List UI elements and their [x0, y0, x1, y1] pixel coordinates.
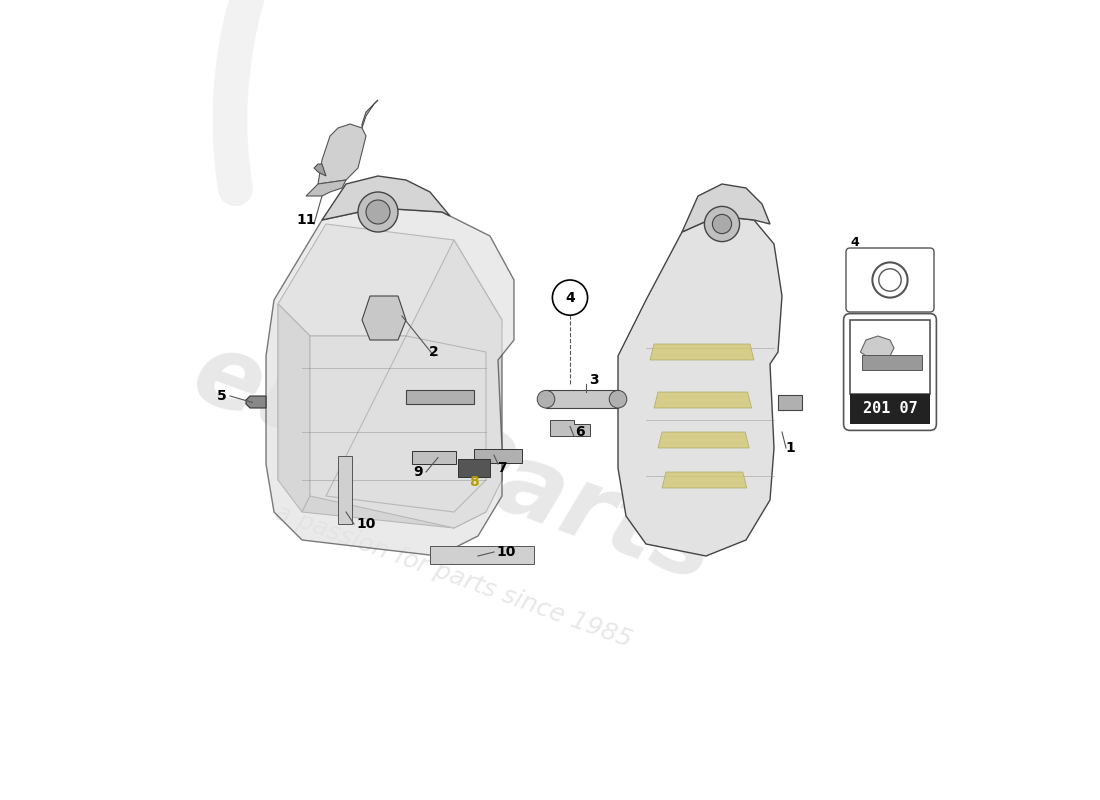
Text: 8: 8 [469, 474, 478, 489]
Polygon shape [362, 100, 378, 128]
Polygon shape [246, 396, 266, 408]
Polygon shape [618, 216, 782, 556]
Circle shape [366, 200, 390, 224]
Text: euroParts: euroParts [179, 325, 728, 603]
Circle shape [609, 390, 627, 408]
Bar [850, 394, 930, 424]
Text: 1: 1 [785, 441, 795, 455]
Polygon shape [682, 184, 770, 232]
Text: 7: 7 [497, 461, 507, 475]
Bar [412, 451, 456, 464]
Bar [430, 546, 534, 564]
Polygon shape [362, 296, 406, 340]
Polygon shape [322, 176, 450, 220]
Text: 5: 5 [217, 389, 227, 403]
Polygon shape [662, 472, 747, 488]
Circle shape [704, 206, 739, 242]
Text: 4: 4 [565, 290, 575, 305]
Circle shape [537, 390, 554, 408]
Polygon shape [318, 124, 366, 184]
Polygon shape [310, 240, 502, 528]
Bar [474, 449, 522, 463]
Polygon shape [860, 336, 894, 360]
Polygon shape [650, 344, 754, 360]
Text: a passion for parts since 1985: a passion for parts since 1985 [273, 500, 636, 652]
Bar [546, 390, 618, 408]
Text: 201 07: 201 07 [862, 402, 917, 416]
Bar [862, 355, 922, 370]
Polygon shape [314, 164, 326, 176]
FancyBboxPatch shape [846, 248, 934, 312]
Bar [778, 395, 802, 410]
Polygon shape [306, 180, 346, 196]
Text: 10: 10 [496, 545, 516, 559]
Circle shape [713, 214, 732, 234]
Text: 4: 4 [850, 237, 859, 250]
Text: 3: 3 [590, 373, 598, 387]
Polygon shape [278, 304, 310, 496]
Circle shape [358, 192, 398, 232]
Bar [458, 459, 490, 477]
Polygon shape [302, 496, 486, 528]
Polygon shape [278, 224, 502, 352]
FancyBboxPatch shape [844, 314, 936, 430]
Text: 6: 6 [575, 425, 585, 439]
Text: 9: 9 [414, 465, 422, 479]
Text: 10: 10 [356, 517, 376, 531]
Text: 11: 11 [296, 213, 316, 227]
Bar [338, 456, 352, 524]
Polygon shape [550, 420, 590, 436]
Text: 2: 2 [429, 345, 439, 359]
Polygon shape [658, 432, 749, 448]
Bar [406, 390, 474, 404]
Polygon shape [278, 304, 310, 512]
Polygon shape [266, 208, 514, 556]
Polygon shape [654, 392, 751, 408]
